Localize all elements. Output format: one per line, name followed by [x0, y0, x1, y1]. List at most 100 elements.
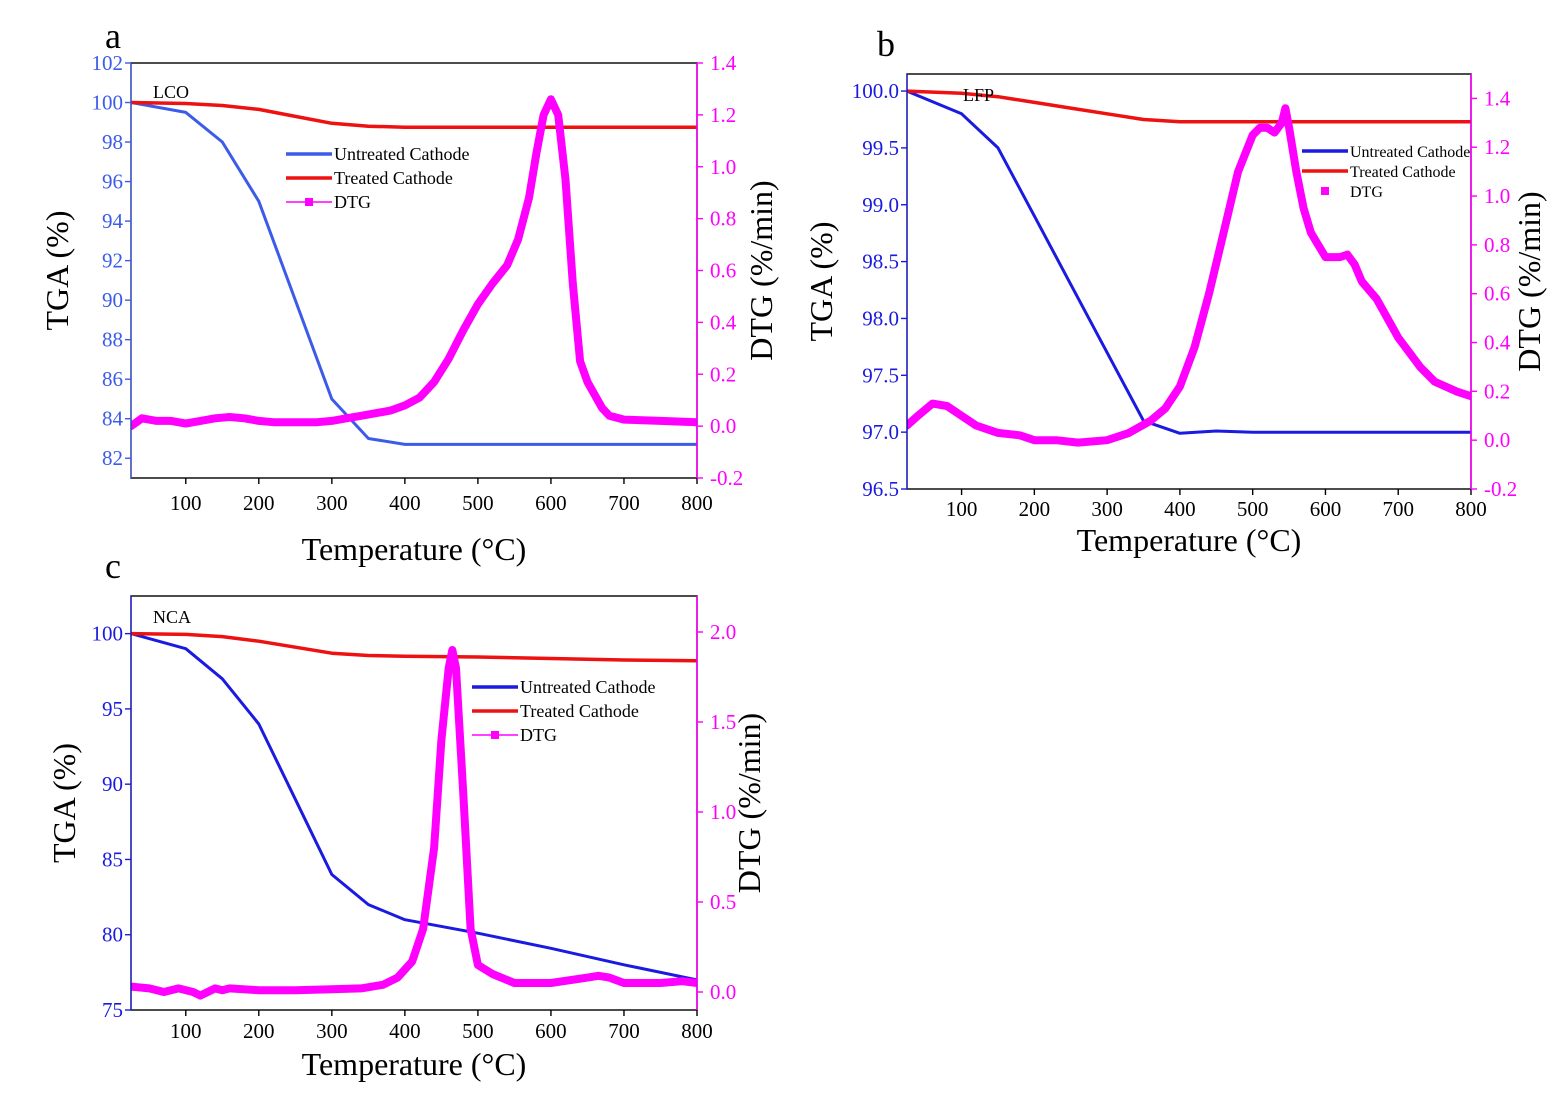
panel-c-y-left-tick-label: 100 — [92, 622, 124, 646]
panel-b-y-right-tick-label: 0.8 — [1484, 233, 1510, 257]
panel-b-x-tick-label: 300 — [1091, 497, 1123, 521]
panel-a-y-left-tick-label: 92 — [102, 249, 123, 273]
panel-a-plot-area — [131, 95, 697, 446]
panel-b-treated-cathode-series — [907, 89, 1471, 124]
panel-c-legend-label-untreated-cathode: Untreated Cathode — [520, 677, 655, 697]
panel-b-y-left-tick-label: 96.5 — [862, 477, 899, 501]
panel-c-x-tick-label: 600 — [535, 1019, 567, 1043]
panel-c-x-axis-title: Temperature (°C) — [302, 1046, 527, 1082]
panel-c-y-left-axis-title: TGA (%) — [46, 743, 82, 863]
panel-b-y-right-tick-label: 1.2 — [1484, 135, 1510, 159]
panel-b-x-tick-label: 400 — [1164, 497, 1196, 521]
panel-b-y-right-axis-title: DTG (%/min) — [1511, 191, 1547, 371]
panel-a-x-axis-title: Temperature (°C) — [302, 531, 527, 567]
panel-b-x-tick-label: 100 — [946, 497, 978, 521]
panel-a-y-left-tick-label: 84 — [102, 407, 124, 431]
panel-b-y-left-tick-label: 99.0 — [862, 193, 899, 217]
panel-a-letter: a — [105, 16, 121, 56]
panel-a-y-right-tick-label: 1.0 — [710, 155, 736, 179]
panel-c-x-tick-label: 500 — [462, 1019, 494, 1043]
panel-c-x-tick-label: 100 — [170, 1019, 202, 1043]
panel-b-plot-area — [907, 89, 1471, 447]
panel-b-x-tick-label: 200 — [1019, 497, 1051, 521]
panel-a-y-right-tick-label: 0.6 — [710, 259, 736, 283]
panel-b-y-left-tick-label: 97.5 — [862, 363, 899, 387]
panel-c-x-tick-label: 800 — [681, 1019, 713, 1043]
panel-a: 100 200 300 400 500 600 700 800 82 84 86 88 90 92 94 96… — [39, 16, 779, 567]
panel-a-sample-label: LCO — [153, 82, 189, 102]
panel-c-y-right-tick-label: 0.0 — [710, 980, 736, 1004]
panel-c-legend-label-dtg: DTG — [520, 725, 557, 745]
panel-c-y-left-tick-label: 90 — [102, 772, 123, 796]
panel-b-y-right-tick-label: 0.0 — [1484, 428, 1510, 452]
panel-b-dtg-series — [907, 104, 1471, 447]
panel-c-y-right-tick-label: 1.0 — [710, 800, 736, 824]
panel-c-y-right-tick-label: 1.5 — [710, 710, 736, 734]
panel-c-y-right-axis-title: DTG (%/min) — [731, 713, 767, 893]
panel-a-legend-marker-dtg — [305, 198, 313, 206]
panel-c-x-tick-label: 200 — [243, 1019, 275, 1043]
panel-c-y-left-tick-label: 80 — [102, 923, 123, 947]
panel-a-x-tick-label: 700 — [608, 491, 640, 515]
panel-a-x-tick-label: 400 — [389, 491, 421, 515]
panel-b-legend: Untreated Cathode Treated Cathode DTG — [1302, 144, 1470, 201]
panel-a-y-right-tick-label: 1.2 — [710, 103, 736, 127]
panel-c-legend: Untreated Cathode Treated Cathode DTG — [472, 677, 655, 745]
panel-b-legend-label-untreated-cathode: Untreated Cathode — [1350, 144, 1470, 161]
panel-a-x-tick-label: 300 — [316, 491, 348, 515]
panel-c-x-tick-label: 300 — [316, 1019, 348, 1043]
panel-b-letter: b — [877, 24, 895, 64]
panel-b-y-left-tick-label: 100.0 — [852, 79, 899, 103]
panel-a-y-left-tick-label: 98 — [102, 130, 123, 154]
panel-c-x-tick-label: 400 — [389, 1019, 421, 1043]
panel-b-x-tick-label: 600 — [1310, 497, 1342, 521]
panel-b-y-right-tick-label: 0.2 — [1484, 379, 1510, 403]
panel-c-y-left-tick-label: 85 — [102, 847, 123, 871]
panel-a-y-right-tick-label: 1.4 — [710, 51, 737, 75]
panel-a-y-right-tick-label: 0.2 — [710, 362, 736, 386]
panel-a-x-tick-label: 100 — [170, 491, 202, 515]
panel-c-y-left-tick-label: 95 — [102, 697, 123, 721]
panel-b-y-left-tick-label: 98.0 — [862, 306, 899, 330]
panel-c-plot-area — [131, 631, 697, 1000]
panel-c-legend-label-treated-cathode: Treated Cathode — [520, 701, 639, 721]
panel-c-sample-label: NCA — [153, 607, 191, 627]
panel-b-y-left-axis-title: TGA (%) — [803, 222, 839, 342]
panel-b-legend-label-treated-cathode: Treated Cathode — [1350, 164, 1456, 181]
panel-b-y-right-tick-label: 0.6 — [1484, 282, 1510, 306]
panel-c-x-tick-label: 700 — [608, 1019, 640, 1043]
panel-a-y-left-tick-label: 102 — [92, 51, 124, 75]
panel-b-y-left-tick-label: 99.5 — [862, 136, 899, 160]
panel-a-x-tick-label: 800 — [681, 491, 713, 515]
panel-a-legend: Untreated Cathode Treated Cathode DTG — [286, 144, 469, 212]
panel-a-x-tick-label: 500 — [462, 491, 494, 515]
panel-c: 100 200 300 400 500 600 700 800 75 80 85 90 95 100 0.0… — [46, 546, 767, 1082]
panel-b-y-left-tick-label: 97.0 — [862, 420, 899, 444]
panel-a-y-right-tick-label: -0.2 — [710, 466, 743, 490]
panel-a-y-right-tick-label: 0.8 — [710, 207, 736, 231]
panel-b-legend-marker-dtg — [1321, 187, 1329, 195]
panel-b-x-tick-label: 800 — [1455, 497, 1487, 521]
panel-c-legend-marker-dtg — [491, 731, 499, 739]
panel-a-y-left-tick-label: 94 — [102, 209, 124, 233]
panel-b-y-right-tick-label: 1.4 — [1484, 86, 1511, 110]
panel-a-legend-label-treated-cathode: Treated Cathode — [334, 168, 453, 188]
panel-a-y-left-tick-label: 90 — [102, 288, 123, 312]
panel-b-y-left-tick-label: 98.5 — [862, 250, 899, 274]
panel-a-legend-label-untreated-cathode: Untreated Cathode — [334, 144, 469, 164]
panel-c-untreated-cathode-series — [131, 632, 697, 982]
panel-a-treated-cathode-series — [131, 100, 697, 129]
panel-b-sample-label: LFP — [963, 85, 994, 105]
panel-c-y-right-tick-label: 0.5 — [710, 890, 736, 914]
panel-a-legend-label-dtg: DTG — [334, 192, 371, 212]
panel-a-x-tick-label: 600 — [535, 491, 567, 515]
panel-b-y-right-tick-label: 0.4 — [1484, 331, 1511, 355]
panel-a-y-right-tick-label: 0.4 — [710, 310, 737, 334]
panel-a-y-left-axis-title: TGA (%) — [39, 211, 75, 331]
panel-c-letter: c — [105, 546, 121, 586]
panel-c-dtg-series — [131, 646, 697, 1000]
panel-b-legend-label-dtg: DTG — [1350, 184, 1383, 201]
panel-a-y-left-tick-label: 82 — [102, 446, 123, 470]
panel-a-y-left-tick-label: 100 — [92, 91, 124, 115]
